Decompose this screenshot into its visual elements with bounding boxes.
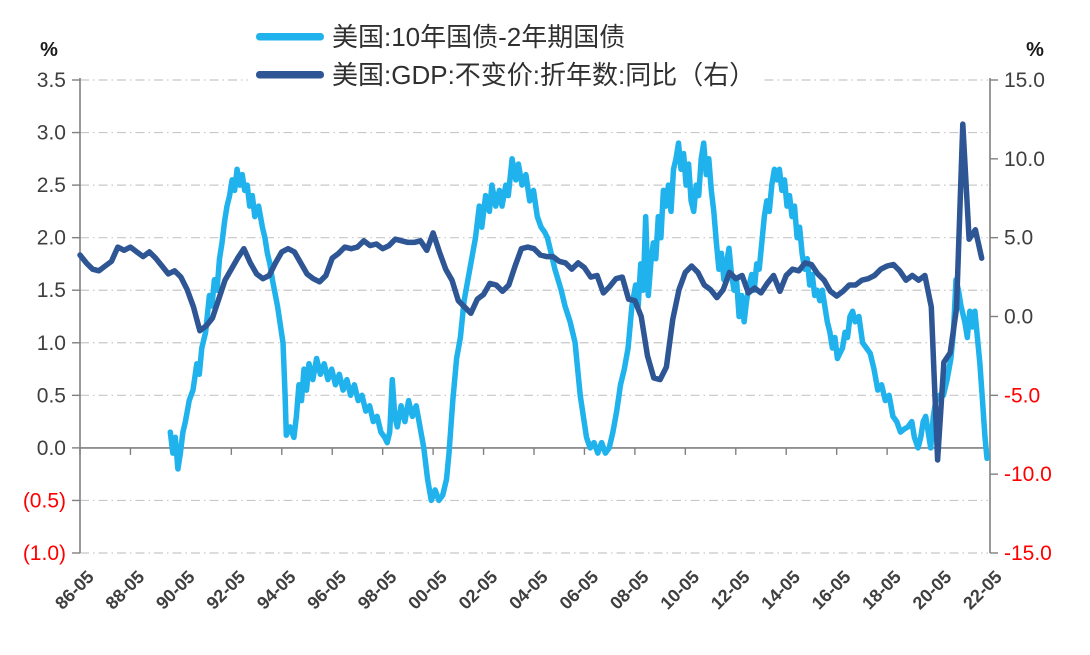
series-gdp-yoy-line: [77, 121, 985, 463]
left-axis-tick-label: 0.0: [37, 437, 66, 460]
left-axis-tick-label: 2.0: [37, 227, 66, 250]
left-axis-tick-label: 2.5: [37, 174, 66, 197]
right-axis-tick-label: 5.0: [1004, 227, 1033, 250]
x-axis-tick-label: 10-05: [656, 567, 703, 614]
x-axis-tick-label: 88-05: [102, 567, 149, 614]
legend-swatch: [256, 71, 324, 79]
left-axis-tick-label: 1.0: [37, 332, 66, 355]
right-axis-tick-label: 15.0: [1004, 69, 1045, 92]
x-axis-tick-label: 94-05: [253, 567, 300, 614]
right-axis-tick-label: 0.0: [1004, 306, 1033, 329]
x-axis-tick-label: 86-05: [51, 567, 98, 614]
left-axis-tick-label: 0.5: [37, 384, 66, 407]
x-axis-tick-label: 22-05: [959, 567, 1006, 614]
right-axis-tick-label: -15.0: [1004, 542, 1052, 565]
legend-label: 美国:10年国债-2年期国债: [332, 22, 625, 52]
x-axis-tick-label: 12-05: [707, 567, 754, 614]
left-axis-tick-label: 3.0: [37, 122, 66, 145]
x-axis-tick-label: 18-05: [858, 567, 905, 614]
x-axis-tick-label: 92-05: [202, 567, 249, 614]
x-axis-tick-label: 14-05: [757, 567, 804, 614]
left-axis-tick-label: 1.5: [37, 279, 66, 302]
x-axis-tick-label: 20-05: [909, 567, 956, 614]
left-axis-unit-label: %: [40, 39, 58, 61]
right-axis-tick-label: -5.0: [1004, 384, 1040, 407]
left-axis-tick-label: (0.5): [23, 489, 66, 512]
x-axis-tick-label: 00-05: [404, 567, 451, 614]
x-axis-tick-label: 04-05: [505, 567, 552, 614]
x-axis-tick-label: 16-05: [808, 567, 855, 614]
x-axis-tick-label: 08-05: [606, 567, 653, 614]
x-axis-tick-label: 96-05: [303, 567, 350, 614]
right-axis-tick-label: -10.0: [1004, 463, 1052, 486]
left-axis-tick-label: (1.0): [23, 542, 66, 565]
legend-swatch: [256, 33, 324, 41]
x-axis-tick-label: 98-05: [354, 567, 401, 614]
x-axis-tick-label: 90-05: [152, 567, 199, 614]
right-axis-unit-label: %: [1026, 39, 1044, 61]
legend-label: 美国:GDP:不变价:折年数:同比（右）: [332, 60, 755, 90]
x-axis-tick-label: 06-05: [556, 567, 603, 614]
x-axis-tick-label: 02-05: [455, 567, 502, 614]
legend-background: [248, 58, 763, 92]
right-axis-tick-label: 10.0: [1004, 148, 1045, 171]
series-treasury-spread-line: [167, 140, 990, 504]
left-axis-tick-label: 3.5: [37, 69, 66, 92]
